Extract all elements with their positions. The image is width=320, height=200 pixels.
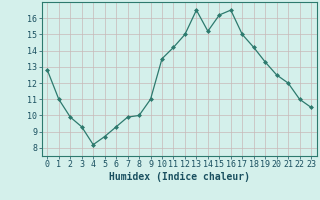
X-axis label: Humidex (Indice chaleur): Humidex (Indice chaleur) [109, 172, 250, 182]
